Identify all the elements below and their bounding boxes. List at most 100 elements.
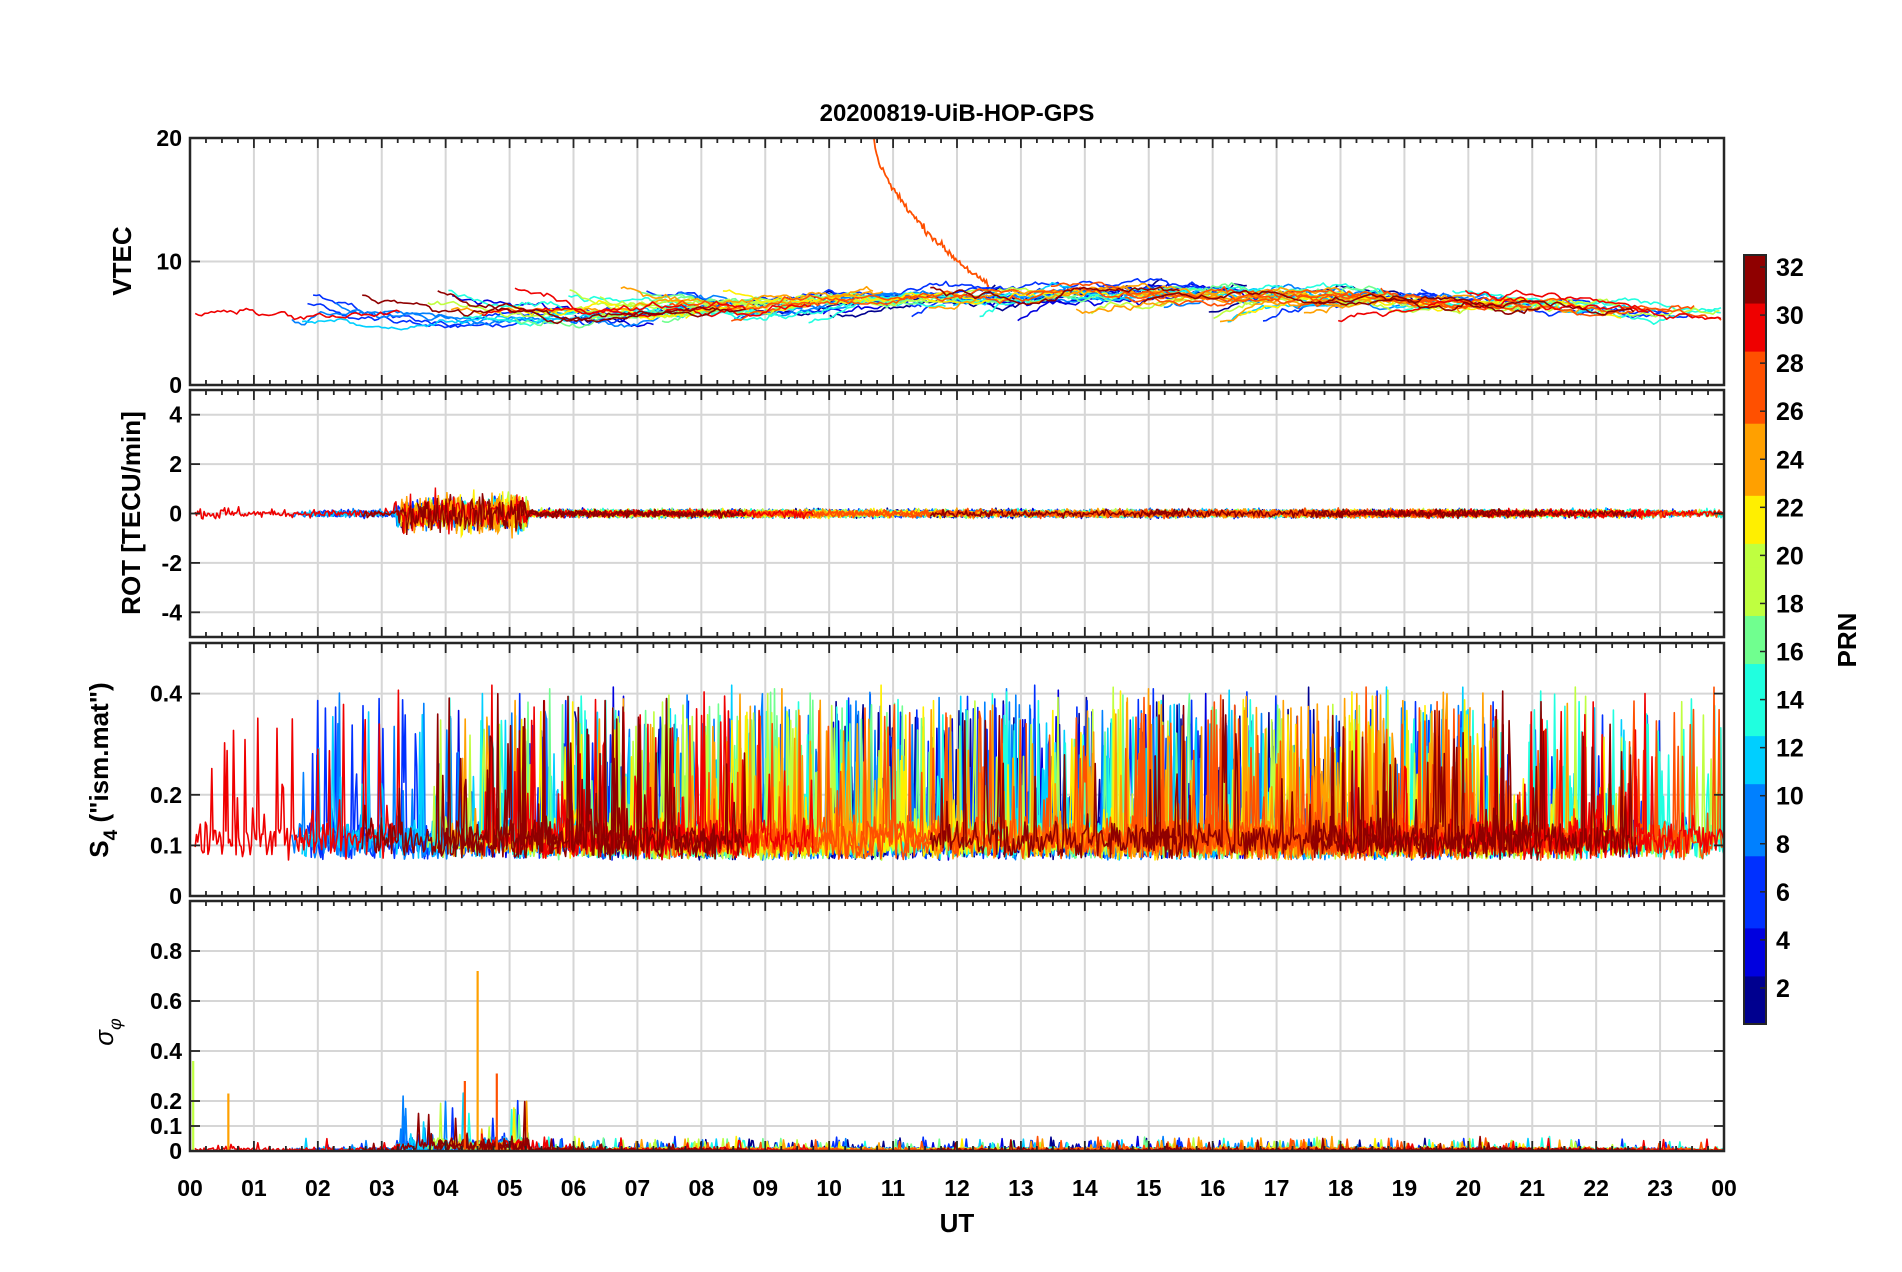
x-tick-label: 09 [752, 1175, 778, 1201]
s4-ytick-labels: 0 0.1 0.2 0.4 [150, 681, 182, 909]
y-tick-label: 0.6 [150, 988, 182, 1014]
colorbar-segment [1744, 279, 1766, 304]
series-prn-30 [1464, 289, 1722, 321]
x-tick-label: 05 [497, 1175, 523, 1201]
colorbar-tick-label: 30 [1776, 302, 1804, 330]
y-tick-label: 0 [169, 1138, 182, 1164]
colorbar-segment [1744, 423, 1766, 448]
series-prn-32 [361, 695, 747, 861]
series-prn-27 [731, 288, 1055, 322]
x-tick-label: 12 [944, 1175, 970, 1201]
vtec-series [194, 138, 1722, 331]
s4-ylabel: S4 ("ism.mat") [84, 682, 122, 857]
panel-vtec: 0 10 20 VTEC [107, 125, 1726, 398]
y-tick-label: -4 [162, 599, 183, 625]
colorbar-tick-label: 20 [1776, 542, 1804, 570]
y-tick-label: 2 [169, 451, 182, 477]
panel-sigma_phi: 00.10.2 0.4 0.6 0.8 σφ [89, 899, 1726, 1164]
colorbar-segment [1744, 495, 1766, 520]
colorbar-tick-label: 12 [1776, 735, 1804, 763]
x-tick-label: 00 [177, 1175, 203, 1201]
y-tick-label: 0.2 [150, 782, 182, 808]
x-tick-label: 06 [561, 1175, 587, 1201]
x-tick-label: 17 [1264, 1175, 1290, 1201]
colorbar-tick-label: 8 [1776, 831, 1790, 859]
series-prn-31 [930, 285, 1180, 306]
colorbar-tick-label: 26 [1776, 398, 1804, 426]
series-prn-28 [1025, 285, 1439, 307]
colorbar-tick-label: 22 [1776, 494, 1804, 522]
series-prn-29 [194, 689, 401, 861]
s4-series [194, 684, 1724, 861]
colorbar-tick-label: 10 [1776, 783, 1804, 811]
x-tick-label: 00 [1711, 1175, 1737, 1201]
colorbar-segment [1744, 879, 1766, 905]
series-prn-32 [1143, 289, 1541, 316]
colorbar-segment [1744, 255, 1766, 280]
series-prn-31 [929, 714, 1182, 859]
colorbar-tick-label: 16 [1776, 639, 1804, 667]
s4-ylabel-sub: 4 [101, 829, 122, 840]
series-prn-28 [873, 138, 990, 288]
x-tick-label: 08 [689, 1175, 715, 1201]
colorbar-segment [1744, 927, 1766, 953]
colorbar-tick-label: 18 [1776, 590, 1804, 618]
rot-series [194, 487, 1724, 539]
colorbar-segment [1744, 663, 1766, 689]
y-tick-label: 0 [169, 883, 182, 909]
colorbar-segment [1744, 975, 1766, 1001]
y-tick-label: 0 [169, 372, 182, 398]
colorbar-segment [1744, 855, 1766, 881]
colorbar-segment [1744, 351, 1766, 376]
sigma_phi-ytick-labels: 00.10.2 0.4 0.6 0.8 [150, 938, 182, 1164]
colorbar-segment [1744, 735, 1766, 761]
colorbar-segment [1744, 687, 1766, 713]
rot-axes [188, 388, 1726, 639]
series-prn-27 [1124, 290, 1359, 307]
colorbar-segment [1744, 327, 1766, 352]
colorbar-segment [1744, 711, 1766, 737]
x-tick-labels: 00 01 02 03 04 05 06 07 08 09 10 11 12 13 14 15 16 17 18 19… [177, 1175, 1737, 1201]
series-prn-32 [1143, 698, 1544, 860]
colorbar-segment [1744, 591, 1766, 616]
x-tick-label: 15 [1136, 1175, 1162, 1201]
y-tick-label: 0 [169, 501, 182, 527]
colorbar-label: PRN [1832, 613, 1862, 668]
sigma_phi-ylabel: σφ [89, 1018, 125, 1046]
colorbar-segment [1744, 639, 1766, 665]
colorbar-scale [1743, 254, 1767, 1025]
series-prn-31 [1310, 690, 1637, 861]
colorbar-segment [1744, 759, 1766, 785]
series-prn-32 [362, 294, 746, 325]
colorbar-segment [1744, 951, 1766, 977]
colorbar-segment [1744, 831, 1766, 857]
sigma_phi-grid [189, 901, 1725, 1152]
x-tick-label: 02 [305, 1175, 331, 1201]
series-prn-32 [1143, 507, 1544, 519]
rot-ytick-labels: -4 -2 0 2 4 [162, 402, 183, 626]
y-tick-label: 0.1 [150, 832, 182, 858]
series-prn-22 [722, 289, 1165, 305]
vtec-ytick-labels: 0 10 20 [156, 125, 182, 398]
series-prn-24 [620, 286, 884, 313]
x-tick-label: 21 [1519, 1175, 1545, 1201]
series-prn-32 [437, 290, 717, 323]
sigma_phi-ylabel-sub: φ [105, 1018, 125, 1030]
panel-rot: -4 -2 0 2 4 ROT [TECU/min] [116, 388, 1726, 639]
series-prn-31 [1310, 297, 1635, 316]
x-tick-label: 19 [1392, 1175, 1418, 1201]
y-tick-label: 4 [169, 402, 182, 428]
colorbar-tick-label: 2 [1776, 975, 1790, 1003]
colorbar-tick-label: 28 [1776, 350, 1804, 378]
colorbar-segment [1744, 543, 1766, 568]
colorbar-segment [1744, 399, 1766, 424]
series-prn-31 [929, 508, 1181, 519]
sigma_phi-series [192, 971, 1724, 1151]
series-prn-32 [361, 1112, 747, 1151]
x-tick-label: 18 [1328, 1175, 1354, 1201]
colorbar-tick-label: 24 [1776, 446, 1804, 474]
panel-s4: 0 0.1 0.2 0.4 S4 ("ism.mat") [84, 641, 1726, 909]
colorbar-segment [1744, 807, 1766, 833]
